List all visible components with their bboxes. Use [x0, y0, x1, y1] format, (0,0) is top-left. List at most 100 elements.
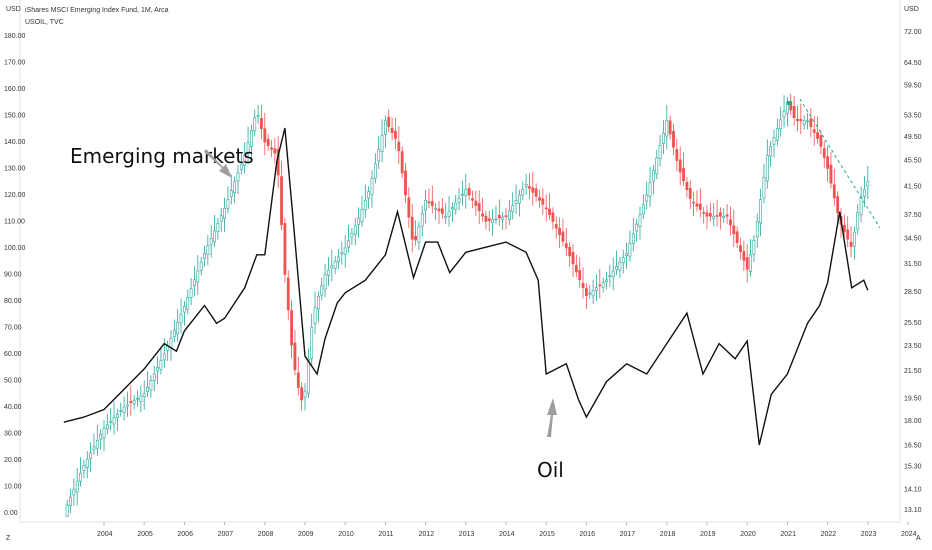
candle-body [564, 243, 568, 249]
candle-body [367, 191, 371, 199]
right-tick-label: 49.50 [904, 134, 922, 141]
candle-body [246, 142, 250, 155]
x-tick-label: 2012 [419, 531, 435, 538]
candle-body [260, 118, 263, 130]
candle-body [89, 452, 93, 459]
left-tick-label: 100.00 [4, 245, 26, 252]
candle-body [79, 472, 82, 482]
candle-body [467, 187, 471, 196]
candle-body [819, 135, 823, 147]
candle-body [333, 260, 337, 269]
candle-body [236, 172, 240, 182]
oil-arrow [547, 398, 557, 437]
candle-body [615, 266, 618, 270]
candle-body [534, 188, 538, 197]
candle-body [373, 163, 377, 179]
candle-body [718, 212, 722, 217]
left-tick-label: 30.00 [4, 431, 22, 438]
candle-body [266, 138, 270, 146]
candle-body [645, 194, 649, 202]
candle-body [263, 128, 267, 143]
candle-body [189, 288, 193, 298]
candle-body [193, 279, 196, 287]
candle-body [199, 261, 203, 271]
candle-body [548, 208, 551, 216]
candle-body [454, 202, 458, 210]
candle-body [132, 400, 136, 405]
x-tick-label: 2018 [660, 531, 676, 538]
candle-body [799, 119, 803, 122]
candle-body [407, 197, 411, 218]
candle-body [832, 184, 836, 199]
x-tick-label: 2015 [539, 531, 555, 538]
candle-body [809, 118, 813, 127]
candle-body [842, 224, 846, 233]
candle-body [628, 243, 632, 257]
candle-body [598, 284, 602, 287]
candle-body [692, 201, 696, 204]
candle-body [769, 146, 773, 157]
chart-title: iShares MSCI Emerging Index Fund, 1M, Ar… [25, 7, 169, 14]
right-tick-label: 19.50 [904, 395, 922, 402]
right-tick-label: 21.50 [904, 368, 922, 375]
trend-line [799, 98, 881, 229]
candle-body [75, 480, 79, 493]
right-tick-label: 25.50 [904, 320, 922, 327]
right-tick-label: 41.50 [904, 184, 922, 191]
candle-body [156, 366, 160, 372]
candle-body [762, 177, 766, 199]
x-tick-label: 2021 [780, 531, 796, 538]
candle-body [404, 170, 407, 196]
candle-body [300, 387, 304, 401]
candle-body [343, 247, 347, 255]
candle-body [826, 156, 830, 169]
candle-body [759, 199, 763, 224]
candle-body [430, 201, 434, 206]
right-tick-label: 23.50 [904, 343, 922, 350]
x-tick-label: 2013 [459, 531, 475, 538]
candle-body [293, 342, 297, 371]
x-tick-label: 2008 [258, 531, 274, 538]
candle-body [390, 127, 394, 133]
candle-body [802, 120, 806, 125]
candle-body [514, 200, 518, 204]
candle-body [250, 129, 253, 147]
candle-body [658, 145, 662, 159]
candle-body [528, 186, 531, 189]
left-axis-ticks: 0.00 10.00 20.00 30.00 40.00 50.00 60.00 70.00 8… [4, 33, 26, 517]
candle-body [440, 208, 444, 214]
candle-body [82, 464, 86, 471]
left-tick-label: 20.00 [4, 457, 22, 464]
right-tick-label: 53.50 [904, 112, 922, 119]
candle-body [417, 226, 421, 243]
x-axis-ticks: 2004 2005 2006 2007 2008 2009 2010 2011 2012 2013… [97, 522, 917, 538]
candle-body [651, 169, 655, 182]
candle-body [621, 257, 625, 264]
candle-body [477, 203, 481, 212]
candle-body [662, 132, 665, 144]
candle-body [233, 181, 237, 194]
candle-body [685, 181, 689, 191]
candle-body [822, 148, 826, 158]
candle-body [497, 214, 501, 219]
candle-body [383, 120, 387, 135]
right-tick-label: 37.50 [904, 212, 922, 219]
candle-body [591, 290, 595, 297]
candle-body [538, 197, 541, 201]
candle-body [464, 189, 468, 196]
candle-body [377, 149, 381, 162]
candle-body [337, 256, 340, 262]
candle-body [648, 182, 652, 197]
candle-body [323, 274, 327, 290]
candle-body [688, 187, 692, 199]
candle-body [729, 219, 732, 226]
candle-body [424, 200, 428, 211]
candle-body [605, 279, 608, 283]
candle-body [554, 224, 558, 229]
candle-body [410, 216, 414, 240]
candle-body [836, 196, 840, 213]
candle-body [742, 251, 746, 261]
candle-body [665, 120, 669, 137]
candle-body [849, 241, 853, 247]
candle-body [782, 110, 786, 118]
